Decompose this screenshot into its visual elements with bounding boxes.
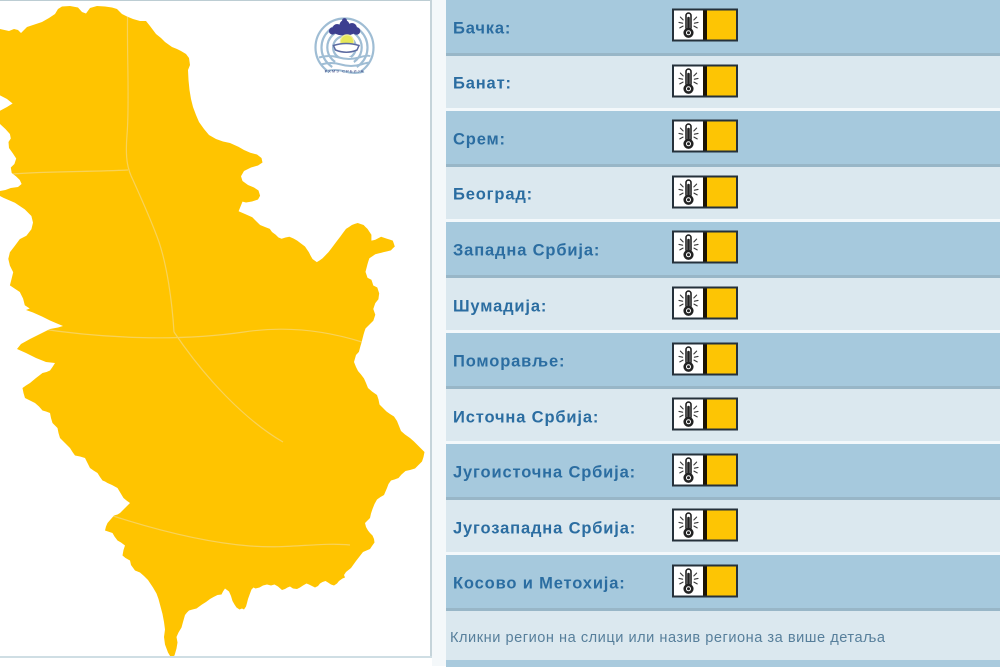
svg-text:РХМЗ СРБИЈА: РХМЗ СРБИЈА <box>325 69 365 74</box>
